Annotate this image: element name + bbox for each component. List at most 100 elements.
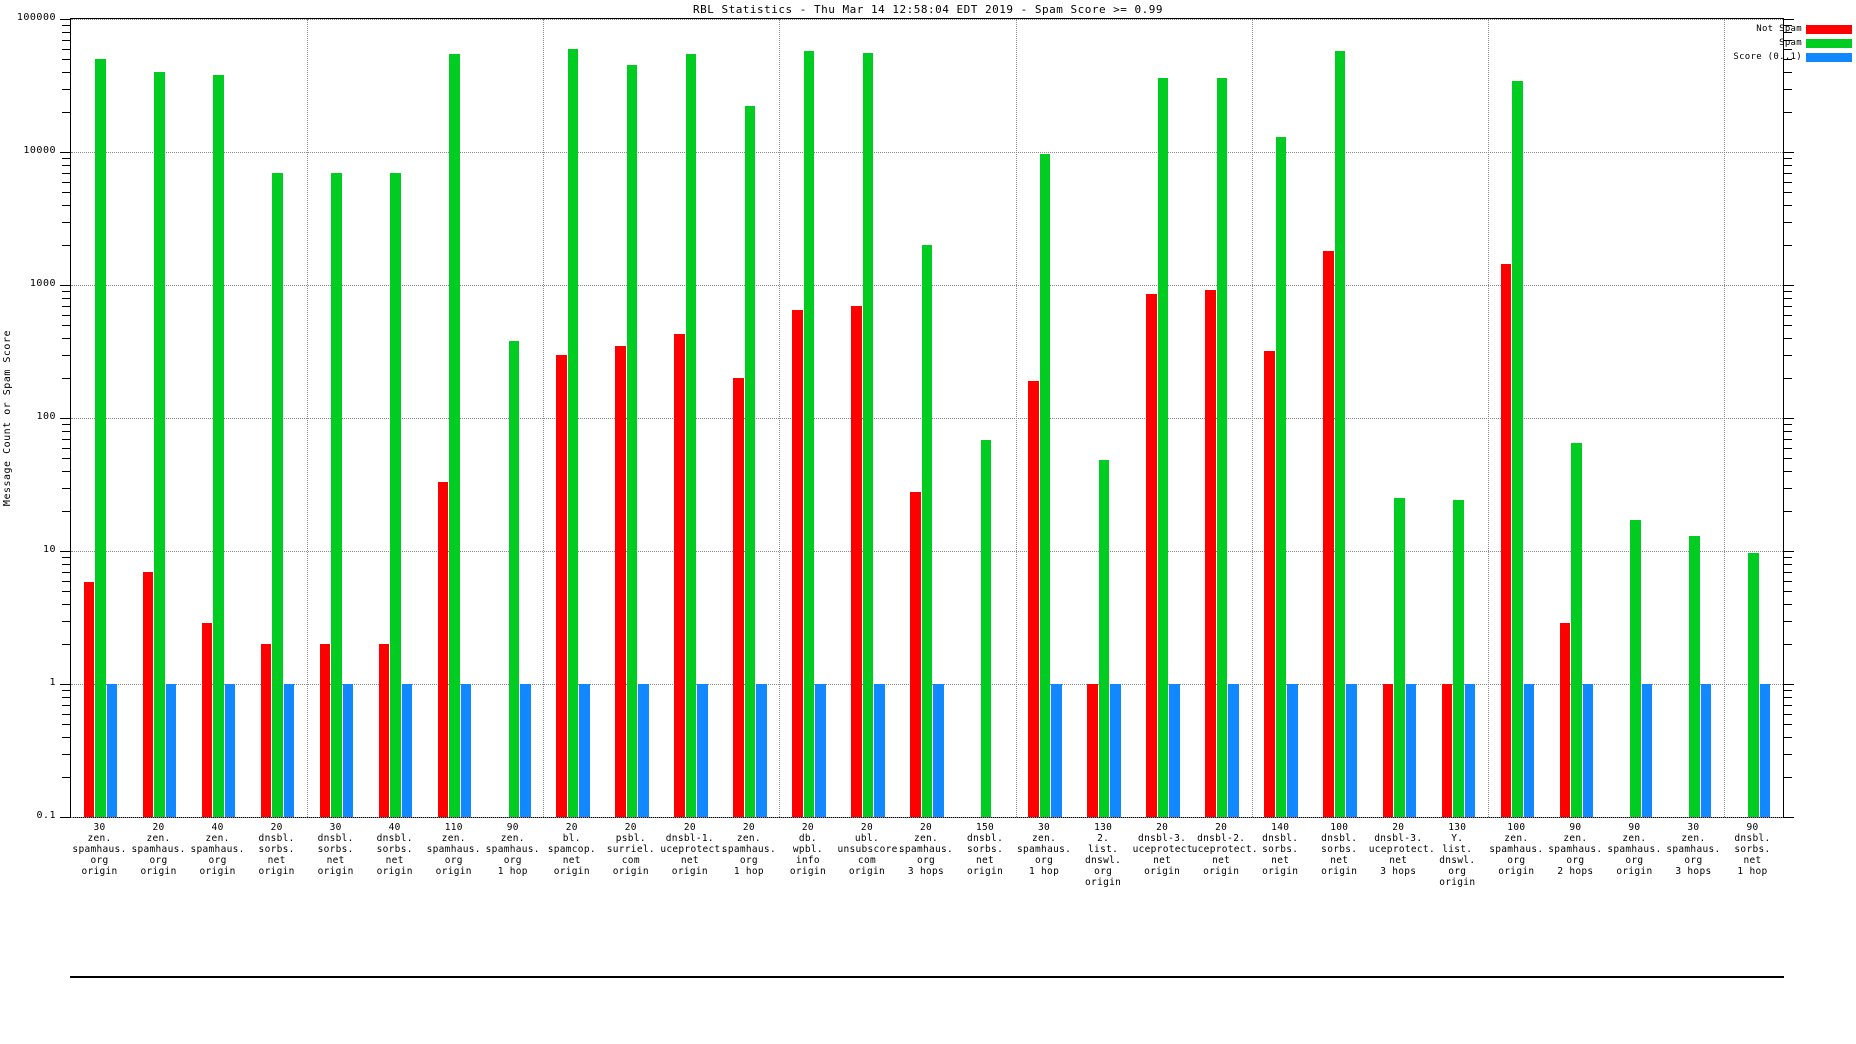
y-axis-tick [62,620,71,622]
bar-spam [390,172,401,817]
y-axis-tick [1783,221,1792,223]
y-axis-tick [62,713,71,715]
y-axis-tick [1783,418,1794,419]
bar-score [1759,684,1771,817]
y-axis-tick [1783,172,1792,174]
y-axis-tick [1783,643,1792,645]
y-axis-tick [1783,25,1792,27]
grid-line [71,152,1783,153]
grid-line [543,19,545,817]
y-axis-tick [62,377,71,379]
bar-spam [744,106,756,817]
grid-line [1487,19,1489,817]
y-axis-tick [1783,354,1792,356]
y-axis-tick-label: 1000 [29,278,56,289]
y-axis-tick [1783,510,1792,512]
bar-score [1169,684,1180,817]
y-axis-tick-label: 10000 [23,145,56,156]
y-axis-tick [1783,39,1792,41]
bar-spam [567,48,579,817]
y-axis-tick [62,244,71,246]
x-axis-tick-label: 20 dnsbl-3. uceprotect. net origin [1132,822,1199,877]
y-axis-tick [1783,470,1792,472]
bar-score [638,684,649,817]
bar-spam [1275,136,1287,817]
bar-not-spam [260,643,272,817]
y-axis-tick [62,643,71,645]
y-axis-tick [1783,438,1792,440]
x-axis-tick-label: 150 dnsbl. sorbs. net origin [966,822,1004,877]
y-axis-tick [1783,314,1792,316]
bar-not-spam [142,571,154,817]
y-axis-tick [62,430,71,432]
x-axis-tick-label: 20 zen. spamhaus. org 1 hop [721,822,776,877]
plot-inner [60,19,1794,818]
grid-line [1723,19,1725,817]
y-axis-tick [1783,690,1792,692]
bar-not-spam [1028,380,1039,817]
x-axis-tick-label: 20 psbl. surriel. com origin [606,822,655,877]
y-axis-tick [62,591,71,593]
x-axis-tick-label: 90 zen. spamhaus. org origin [1607,822,1662,877]
x-axis-tick-label: 20 db. wpbl. info origin [789,822,826,877]
bar-spam [95,59,106,817]
bar-spam [272,172,283,817]
x-axis-tick-label: 90 zen. spamhaus. org 2 hops [1548,822,1603,877]
bar-score [1464,684,1476,817]
y-axis-tick [1783,297,1792,299]
bar-not-spam [910,491,921,817]
bar-score [1346,684,1357,817]
y-axis-tick [60,418,71,419]
legend: Not Spam Spam Score (0..1) [1733,22,1852,64]
bar-not-spam [733,377,744,817]
y-axis-tick [1783,88,1792,90]
y-axis-tick [1783,19,1794,20]
bar-not-spam [201,622,213,817]
bar-spam [921,244,933,817]
y-axis-tick [62,48,71,50]
y-axis-tick [1783,580,1792,582]
bar-score [401,684,413,817]
bar-not-spam [792,309,803,817]
bar-spam [154,71,165,817]
y-axis-tick [62,510,71,512]
legend-swatch-score [1806,52,1852,62]
bar-spam [1157,78,1169,817]
y-axis-tick [62,204,71,206]
y-axis-tick [62,724,71,726]
y-axis-tick [1783,291,1792,293]
grid-line [71,817,1783,818]
bar-not-spam [437,482,449,817]
bar-score [1051,684,1062,817]
bar-score [1110,684,1121,817]
x-axis-tick-labels: 30 zen. spamhaus. org origin 20 zen. spam… [70,822,1784,1044]
y-axis-tick [1783,684,1794,685]
y-axis-tick [1783,736,1792,738]
bar-not-spam [319,643,331,817]
y-axis-tick [62,325,71,327]
x-axis-tick-label: 20 bl. spamcop. net origin [547,822,596,877]
bar-score [342,684,354,817]
bar-spam [862,52,874,817]
bar-score [520,684,531,817]
y-axis-tick [62,181,71,183]
bar-score [697,684,708,817]
y-axis-tick [1783,704,1792,706]
y-axis-tick [60,152,71,153]
y-axis-tick [62,470,71,472]
bar-spam [449,53,460,817]
chart-title: RBL Statistics - Thu Mar 14 12:58:04 EDT… [692,3,1164,16]
y-axis-tick [1783,305,1792,307]
bar-not-spam [1500,263,1512,817]
y-axis-tick [1783,164,1792,166]
y-axis-tick [1783,424,1792,426]
y-axis-tick [62,221,71,223]
bar-not-spam [1264,350,1275,817]
bar-spam [508,340,519,817]
legend-label-spam: Spam [1779,38,1802,48]
y-axis-tick [1783,571,1792,573]
x-axis-tick-label: 30 zen. spamhaus. org origin [72,822,127,877]
bar-score [165,684,177,817]
y-axis-tick [1783,447,1792,449]
